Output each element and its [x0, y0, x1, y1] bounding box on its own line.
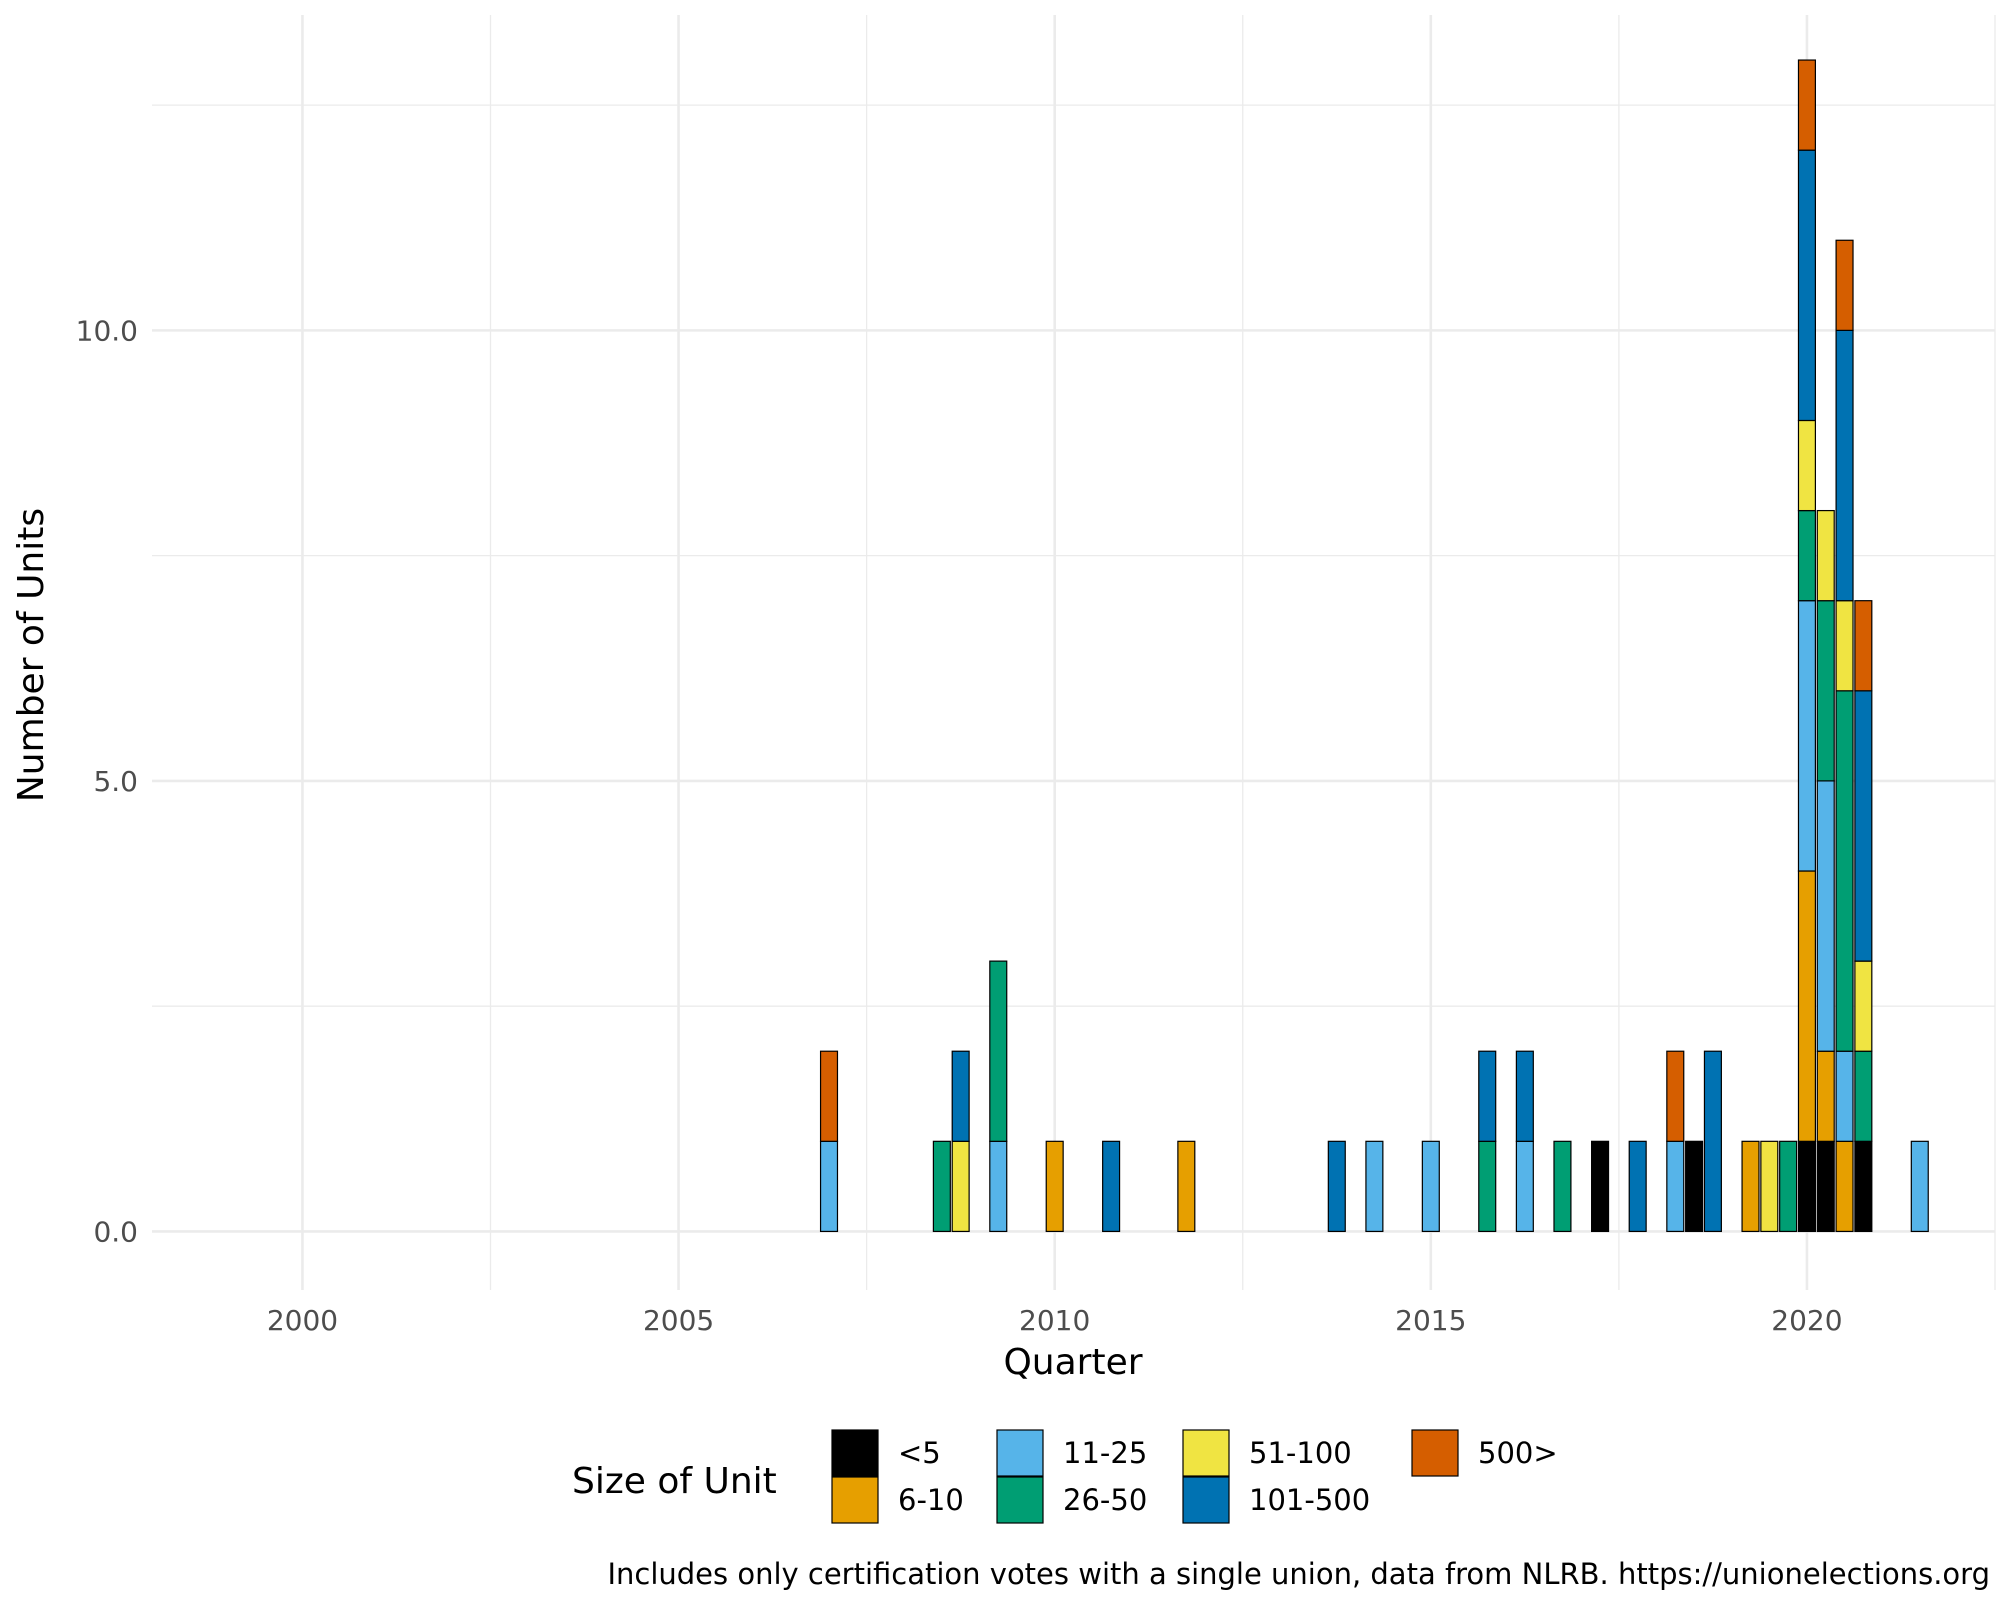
- bar-segment-s26_50: [989, 960, 1008, 1142]
- bar-segment-s26_50: [1553, 1140, 1572, 1233]
- bar-segment-s101_500: [1835, 329, 1854, 602]
- bar-segment-s51_100: [1816, 509, 1835, 602]
- bar-segment-s101_500: [1854, 690, 1873, 962]
- legend-label-s500p: 500>: [1478, 1436, 1558, 1470]
- bar-segment-s26_50: [1478, 1140, 1497, 1233]
- bar-segment-s500p: [1854, 600, 1873, 692]
- y-tick-label: 10.0: [76, 314, 138, 347]
- bar-segment-s11_25: [1797, 600, 1817, 872]
- y-tick-label: 5.0: [93, 765, 138, 798]
- legend-label-s6_10: 6-10: [898, 1483, 964, 1517]
- bar-segment-s101_500: [1797, 149, 1817, 422]
- bar-segment-s51_100: [951, 1140, 970, 1233]
- legend-key-s500p: [1411, 1429, 1459, 1477]
- legend-key-s11_25: [996, 1429, 1044, 1477]
- legend-key-s26_50: [996, 1476, 1044, 1524]
- bar-segment-s101_500: [1478, 1050, 1497, 1142]
- bar-segment-s11_25: [1910, 1140, 1929, 1233]
- legend-label-lt5: <5: [898, 1436, 941, 1470]
- grid-layer: [152, 15, 1996, 1290]
- x-tick-label: 2000: [267, 1304, 338, 1337]
- legend-key-s51_100: [1182, 1429, 1230, 1477]
- bar-segment-s500p: [819, 1050, 839, 1142]
- bar-segment-s11_25: [819, 1140, 839, 1233]
- bar-segment-s26_50: [1854, 1050, 1873, 1142]
- bar-segment-s51_100: [1835, 600, 1854, 692]
- bar-segment-s500p: [1835, 239, 1854, 331]
- bar-segment-s26_50: [932, 1140, 951, 1233]
- bar-segment-s11_25: [1421, 1140, 1440, 1233]
- bar-segment-s11_25: [1816, 780, 1835, 1052]
- bar-segment-s51_100: [1797, 419, 1817, 512]
- bar-segment-lt5: [1854, 1140, 1873, 1233]
- x-tick-label: 2020: [1771, 1304, 1842, 1337]
- bar-segment-s101_500: [1703, 1050, 1722, 1233]
- bar-segment-s11_25: [1835, 1050, 1854, 1142]
- legend-label-s26_50: 26-50: [1063, 1483, 1147, 1517]
- bar-segment-s51_100: [1760, 1140, 1779, 1233]
- x-axis-title: Quarter: [1003, 1342, 1142, 1383]
- x-tick-label: 2015: [1395, 1304, 1466, 1337]
- legend-title: Size of Unit: [572, 1461, 777, 1502]
- bar-segment-s6_10: [1741, 1140, 1760, 1233]
- bar-segment-s500p: [1797, 59, 1817, 151]
- legend-key-lt5: [831, 1429, 879, 1477]
- bar-segment-s11_25: [1666, 1140, 1685, 1233]
- bar-segment-lt5: [1685, 1140, 1704, 1233]
- legend: Size of Unit <5 6-10 11-25 26-50 51-100 101-5…: [572, 1429, 1558, 1524]
- legend-label-s51_100: 51-100: [1249, 1436, 1352, 1470]
- bar-segment-s6_10: [1835, 1140, 1854, 1233]
- bar-segment-s11_25: [1365, 1140, 1384, 1233]
- bar-segment-s101_500: [1102, 1140, 1121, 1233]
- bar-segment-s6_10: [1816, 1050, 1835, 1142]
- legend-key-s101_500: [1182, 1476, 1230, 1524]
- bar-segment-s500p: [1666, 1050, 1685, 1142]
- caption: Includes only certification votes with a…: [607, 1557, 1990, 1591]
- bar-segment-s26_50: [1835, 690, 1854, 1052]
- bar-segment-lt5: [1816, 1140, 1835, 1233]
- legend-label-s11_25: 11-25: [1063, 1436, 1147, 1470]
- legend-label-s101_500: 101-500: [1249, 1483, 1370, 1517]
- legend-key-s6_10: [831, 1476, 879, 1524]
- bar-segment-s6_10: [1797, 870, 1817, 1142]
- x-tick-label: 2005: [643, 1304, 714, 1337]
- bar-segment-s6_10: [1177, 1140, 1196, 1233]
- bar-segment-s101_500: [1628, 1140, 1647, 1233]
- y-axis-title: Number of Units: [11, 508, 52, 802]
- bar-segment-s11_25: [1515, 1140, 1534, 1233]
- bar-segment-lt5: [1797, 1140, 1817, 1233]
- bar-segment-s101_500: [1327, 1140, 1346, 1233]
- bar-segment-s11_25: [989, 1140, 1008, 1233]
- bar-segment-s26_50: [1816, 600, 1835, 782]
- bar-segment-s51_100: [1854, 960, 1873, 1052]
- bar-segment-s26_50: [1779, 1140, 1798, 1233]
- bar-segment-s26_50: [1797, 509, 1817, 602]
- bars-layer: [819, 59, 1929, 1233]
- x-tick-label: 2010: [1019, 1304, 1090, 1337]
- bar-segment-s6_10: [1045, 1140, 1064, 1233]
- bar-segment-lt5: [1591, 1140, 1610, 1233]
- y-tick-label: 0.0: [93, 1215, 138, 1248]
- ticks-layer: 2000 2005 2010 2015 2020 0.0 5.0 10.0: [76, 314, 1843, 1337]
- bar-segment-s101_500: [951, 1050, 970, 1142]
- bar-segment-s101_500: [1515, 1050, 1534, 1142]
